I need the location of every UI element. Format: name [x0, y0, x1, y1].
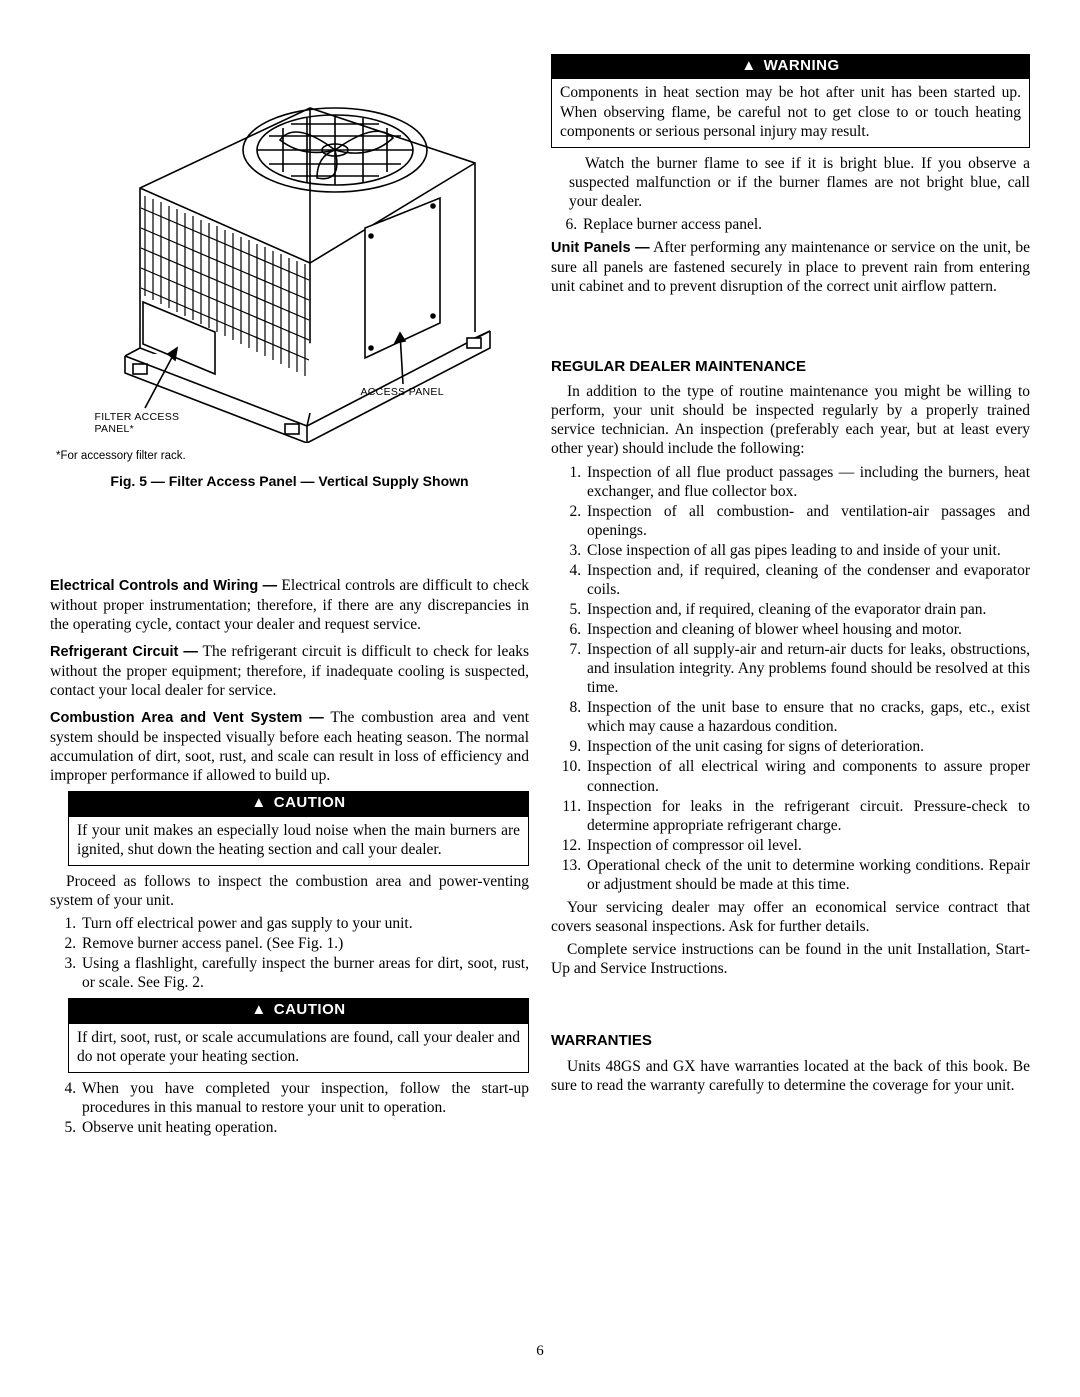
caution-box-2: ▲CAUTION If dirt, soot, rust, or scale a… — [68, 998, 529, 1073]
figure-caption: Fig. 5 — Filter Access Panel — Vertical … — [50, 473, 529, 490]
warning-body: Components in heat section may be hot af… — [551, 79, 1030, 147]
warning-box: ▲WARNING Components in heat section may … — [551, 54, 1030, 148]
rdm-12: Inspection of compressor oil level. — [585, 836, 1030, 855]
rdm-11: Inspection for leaks in the refrigerant … — [585, 797, 1030, 835]
hvac-unit-diagram: ACCESS PANEL FILTER ACCESS PANEL* — [85, 48, 495, 443]
para-rdm-intro: In addition to the type of routine maint… — [551, 382, 1030, 458]
rdm-3: Close inspection of all gas pipes leadin… — [585, 541, 1030, 560]
rdm-10: Inspection of all electrical wiring and … — [585, 757, 1030, 795]
label-access-panel: ACCESS PANEL — [361, 386, 444, 399]
step-c6: Replace burner access panel. — [581, 215, 1030, 234]
rdm-13: Operational check of the unit to determi… — [585, 856, 1030, 894]
heading-regular-dealer-maintenance: REGULAR DEALER MAINTENANCE — [551, 358, 1030, 376]
rdm-2: Inspection of all combustion- and ventil… — [585, 502, 1030, 540]
rdm-4: Inspection and, if required, cleaning of… — [585, 561, 1030, 599]
rdm-list: Inspection of all flue product passages … — [551, 463, 1030, 894]
para-combustion: Combustion Area and Vent System — The co… — [50, 708, 529, 785]
step-a1: Turn off electrical power and gas supply… — [80, 914, 529, 933]
para-refrigerant: Refrigerant Circuit — The refrigerant ci… — [50, 642, 529, 700]
step-a2: Remove burner access panel. (See Fig. 1.… — [80, 934, 529, 953]
lead-combustion: Combustion Area and Vent System — — [50, 710, 324, 726]
lead-refrigerant: Refrigerant Circuit — — [50, 644, 198, 660]
para-rdm-out1: Your servicing dealer may offer an econo… — [551, 898, 1030, 936]
lead-unit-panels: Unit Panels — — [551, 240, 650, 256]
caution-1-head: ▲CAUTION — [68, 791, 529, 816]
step-b4: When you have completed your inspection,… — [80, 1079, 529, 1117]
heading-warranties: WARRANTIES — [551, 1032, 1030, 1050]
para-warranties: Units 48GS and GX have warranties locate… — [551, 1057, 1030, 1095]
figure-note: *For accessory filter rack. — [56, 449, 529, 463]
caution-2-head: ▲CAUTION — [68, 998, 529, 1023]
caution-2-body: If dirt, soot, rust, or scale accumulati… — [68, 1024, 529, 1073]
para-electrical: Electrical Controls and Wiring — Electri… — [50, 576, 529, 634]
figure-5: ACCESS PANEL FILTER ACCESS PANEL* *For a… — [50, 48, 529, 490]
para-unit-panels: Unit Panels — After performing any maint… — [551, 238, 1030, 296]
para-proceed: Proceed as follows to inspect the combus… — [50, 872, 529, 910]
rdm-5: Inspection and, if required, cleaning of… — [585, 600, 1030, 619]
rdm-7: Inspection of all supply-air and return-… — [585, 640, 1030, 697]
steps-list-a: Turn off electrical power and gas supply… — [50, 914, 529, 992]
steps-list-c: Replace burner access panel. — [551, 215, 1030, 234]
rdm-9: Inspection of the unit casing for signs … — [585, 737, 1030, 756]
caution-1-body: If your unit makes an especially loud no… — [68, 817, 529, 866]
rdm-6: Inspection and cleaning of blower wheel … — [585, 620, 1030, 639]
warning-head: ▲WARNING — [551, 54, 1030, 79]
rdm-8: Inspection of the unit base to ensure th… — [585, 698, 1030, 736]
rdm-1: Inspection of all flue product passages … — [585, 463, 1030, 501]
caution-box-1: ▲CAUTION If your unit makes an especiall… — [68, 791, 529, 866]
step-a3: Using a flashlight, carefully inspect th… — [80, 954, 529, 992]
para-rdm-out2: Complete service instructions can be fou… — [551, 940, 1030, 978]
lead-electrical: Electrical Controls and Wiring — — [50, 578, 277, 594]
para-watch-flame: Watch the burner flame to see if it is b… — [569, 154, 1030, 211]
label-filter-access-panel: FILTER ACCESS PANEL* — [95, 411, 180, 435]
step-b5: Observe unit heating operation. — [80, 1118, 529, 1137]
steps-list-b: When you have completed your inspection,… — [50, 1079, 529, 1137]
page-number: 6 — [50, 1342, 1030, 1360]
